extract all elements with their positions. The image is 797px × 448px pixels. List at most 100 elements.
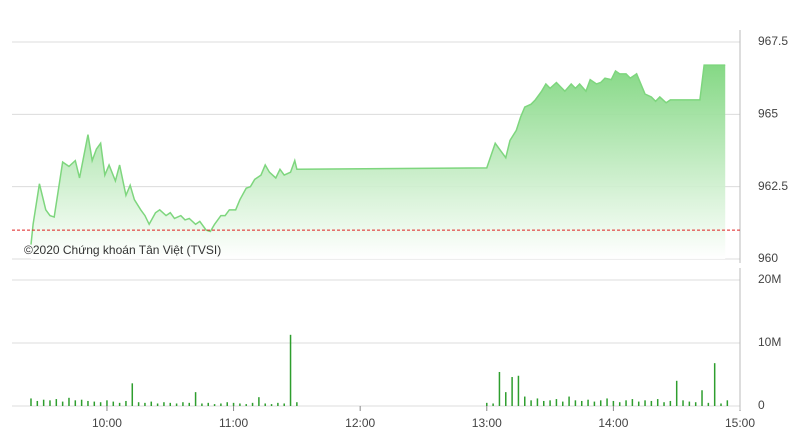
volume-bar xyxy=(517,375,520,406)
volume-bar xyxy=(549,400,551,406)
volume-bar xyxy=(258,397,260,406)
volume-bar xyxy=(239,403,241,406)
y-tick-label: 967.5 xyxy=(758,34,788,48)
volume-bar xyxy=(80,399,83,406)
volume-bar xyxy=(68,397,70,406)
volume-bar xyxy=(625,400,627,406)
volume-bar xyxy=(213,404,216,406)
volume-bar xyxy=(511,377,513,406)
volume-bar xyxy=(296,402,298,406)
copyright: ©2020 Chứng khoán Tân Việt (TVSI) xyxy=(24,243,221,257)
volume-bar xyxy=(498,371,501,406)
volume-bar xyxy=(701,390,703,406)
volume-bar xyxy=(182,402,184,406)
volume-bar xyxy=(125,400,127,406)
volume-bar xyxy=(226,402,228,406)
volume-bar xyxy=(270,404,273,406)
y-tick-label: 965 xyxy=(758,107,778,121)
volume-bar xyxy=(618,402,621,406)
volume-bar xyxy=(561,401,564,406)
volume-bar xyxy=(694,402,697,406)
volume-bar xyxy=(574,400,577,406)
y-tick-label: 960 xyxy=(758,251,778,265)
volume-bar xyxy=(587,399,589,406)
volume-bar xyxy=(675,380,678,406)
volume-bar xyxy=(612,400,615,406)
volume-bar xyxy=(682,400,684,406)
volume-bar xyxy=(93,401,96,406)
volume-bar xyxy=(644,400,646,406)
volume-bar xyxy=(536,398,539,406)
x-tick-label: 15:00 xyxy=(725,416,755,430)
volume-bar xyxy=(593,401,596,406)
volume-bar xyxy=(207,402,209,406)
volume-bar xyxy=(543,400,545,406)
volume-bar xyxy=(87,400,89,406)
x-tick-label: 10:00 xyxy=(92,416,122,430)
volume-bar xyxy=(637,401,640,406)
volume-bar xyxy=(144,402,146,406)
volume-bar xyxy=(49,400,51,406)
volume-bar xyxy=(650,400,653,406)
volume-bar xyxy=(669,400,672,406)
volume-bar xyxy=(99,402,102,406)
volume-bar xyxy=(156,403,159,406)
volume-bar xyxy=(61,401,64,406)
volume-bar xyxy=(663,402,665,406)
volume-bar xyxy=(606,398,608,406)
y-tick-label: 10M xyxy=(758,335,781,349)
volume-bar xyxy=(74,400,77,406)
volume-bar xyxy=(283,403,285,406)
volume-bar xyxy=(688,401,691,406)
volume-bar xyxy=(30,398,32,406)
volume-bar xyxy=(707,402,710,406)
volume-bar xyxy=(492,403,494,406)
volume-bar xyxy=(163,402,165,406)
volume-bar xyxy=(131,383,134,406)
volume-bar xyxy=(568,396,570,406)
price-area xyxy=(30,65,726,259)
volume-bar xyxy=(232,402,235,406)
price-line xyxy=(30,64,726,245)
volume-bar xyxy=(169,402,172,406)
volume-bar xyxy=(106,400,108,406)
volume-bar xyxy=(530,400,532,406)
volume-bar xyxy=(251,402,254,406)
volume-bar xyxy=(137,402,140,406)
y-tick-label: 962.5 xyxy=(758,179,788,193)
volume-bar xyxy=(289,334,292,406)
volume-bar xyxy=(599,400,602,406)
volume-bar xyxy=(505,392,507,406)
volume-bar xyxy=(175,403,178,406)
x-tick-label: 13:00 xyxy=(472,416,502,430)
volume-bar xyxy=(264,403,266,406)
volume-bar xyxy=(720,403,722,406)
x-tick-label: 14:00 xyxy=(598,416,628,430)
volume-bar xyxy=(656,399,659,406)
volume-bar xyxy=(201,403,203,406)
volume-bar xyxy=(486,402,488,406)
volume-bar xyxy=(726,400,729,406)
volume-bar xyxy=(150,401,153,406)
volume-bar xyxy=(194,392,197,406)
volume-bar xyxy=(555,399,558,406)
volume-bar xyxy=(580,400,583,406)
volume-bar xyxy=(118,402,121,406)
volume-bar xyxy=(245,404,247,406)
volume-bar xyxy=(631,399,634,406)
x-tick-label: 11:00 xyxy=(219,416,248,430)
volume-bar xyxy=(220,403,222,406)
y-tick-label: 0 xyxy=(758,398,765,412)
volume-bar xyxy=(36,400,39,406)
volume-bar xyxy=(55,399,58,406)
volume-bar xyxy=(112,401,115,406)
volume-bar xyxy=(42,399,45,406)
volume-bar xyxy=(277,402,279,406)
y-tick-label: 20M xyxy=(758,272,781,286)
x-tick-label: 12:00 xyxy=(345,416,375,430)
volume-bar xyxy=(524,396,526,406)
volume-bar xyxy=(188,402,191,406)
volume-bar xyxy=(713,363,716,406)
